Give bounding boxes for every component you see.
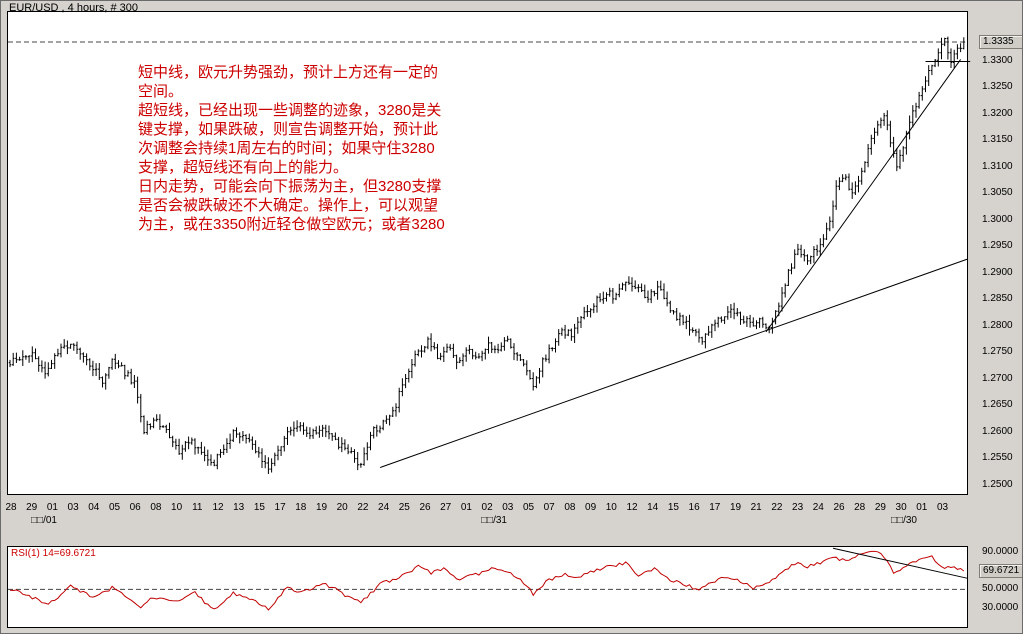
time-axis-day-label: 01: [916, 502, 928, 513]
time-axis-day-label: 13: [233, 502, 245, 513]
price-axis-label: 1.2650: [982, 399, 1013, 410]
price-axis-label: 1.3000: [982, 213, 1013, 225]
time-axis-day-label: 18: [295, 502, 307, 513]
price-axis-label: 1.2900: [982, 266, 1013, 278]
time-axis-day-label: 14: [647, 502, 659, 513]
time-axis-day-label: 16: [688, 502, 700, 513]
time-axis-day-label: 28: [5, 502, 17, 513]
time-axis-day-label: 29: [874, 502, 886, 513]
price-axis-label: 1.3200: [982, 107, 1013, 119]
time-axis-day-label: 26: [419, 502, 431, 513]
time-axis-day-label: 20: [336, 502, 348, 513]
price-axis-label: 1.2800: [982, 319, 1013, 331]
time-axis-month-label: □□/31: [481, 515, 507, 526]
time-axis-day-label: 03: [67, 502, 79, 513]
time-axis-day-label: 29: [26, 502, 38, 513]
time-axis-day-label: 11: [192, 502, 203, 513]
rsi-indicator-label: RSI(1) 14=69.6721: [11, 548, 96, 559]
rsi-axis-label: 90.0000: [982, 546, 1019, 557]
rsi-current-value-label: 69.6721: [979, 564, 1022, 578]
time-axis-day-label: 22: [771, 502, 783, 513]
time-axis-day-label: 15: [253, 502, 265, 513]
price-axis-label: 1.3150: [982, 134, 1013, 145]
time-axis-day-label: 10: [171, 502, 183, 513]
time-axis-day-label: 06: [129, 502, 141, 513]
rsi-axis-label: 30.0000: [982, 602, 1019, 614]
time-axis-month-label: □□/30: [891, 515, 917, 526]
time-axis-day-label: 05: [108, 502, 121, 513]
time-axis-day-label: 02: [481, 502, 493, 513]
time-axis-day-label: 10: [605, 502, 617, 513]
price-axis-label: 1.3250: [982, 81, 1013, 92]
current-price-label: 1.3335: [979, 34, 1022, 49]
time-axis-day-label: 19: [315, 502, 328, 513]
time-axis-day-label: 08: [150, 502, 162, 513]
time-axis-day-label: 09: [585, 502, 597, 513]
price-axis-label: 1.2550: [982, 452, 1013, 463]
analysis-annotation: 短中线，欧元升势强劲，预计上方还有一定的 空间。 超短线，已经出现一些调整的迹象…: [138, 64, 445, 233]
rsi-axis-label: 50.0000: [982, 583, 1019, 595]
time-axis-day-label: 26: [833, 502, 845, 513]
time-axis-day-label: 21: [750, 502, 762, 513]
time-axis-day-label: 15: [667, 502, 679, 513]
time-axis-day-label: 05: [522, 502, 535, 513]
price-axis-label: 1.2850: [982, 293, 1013, 304]
time-axis-day-label: 12: [212, 502, 224, 513]
time-axis-day-label: 24: [378, 502, 390, 513]
time-axis-day-label: 22: [357, 502, 369, 513]
price-axis-label: 1.3050: [982, 187, 1013, 198]
time-axis-day-label: 01: [460, 502, 472, 513]
chart-title: EUR/USD , 4 hours, # 300: [9, 2, 139, 14]
price-axis-label: 1.2500: [982, 478, 1013, 490]
price-axis-label: 1.2600: [982, 425, 1013, 437]
time-axis-day-label: 27: [440, 502, 452, 513]
time-axis-day-label: 03: [936, 502, 949, 513]
time-axis-day-label: 08: [564, 502, 576, 513]
time-axis-day-label: 30: [895, 502, 907, 513]
time-axis-day-label: 19: [729, 502, 742, 513]
time-axis-month-label: □□/01: [31, 515, 57, 526]
time-axis-day-label: 04: [88, 502, 100, 513]
price-axis-label: 1.2950: [982, 240, 1013, 251]
time-axis-day-label: 03: [502, 502, 514, 513]
price-axis-label: 1.3100: [982, 160, 1013, 172]
time-axis-day-label: 23: [792, 502, 804, 513]
time-axis-day-label: 17: [709, 502, 721, 513]
price-axis-label: 1.2750: [982, 346, 1013, 357]
time-axis-day-label: 17: [274, 502, 286, 513]
price-axis-label: 1.2700: [982, 372, 1013, 384]
time-axis-day-label: 25: [398, 502, 410, 513]
price-axis-label: 1.3300: [982, 54, 1013, 66]
time-axis-day-label: 01: [46, 502, 58, 513]
time-axis-day-label: 07: [543, 502, 555, 513]
time-axis-day-label: 24: [812, 502, 824, 513]
time-axis-day-label: 28: [854, 502, 866, 513]
time-axis-day-label: 12: [626, 502, 638, 513]
